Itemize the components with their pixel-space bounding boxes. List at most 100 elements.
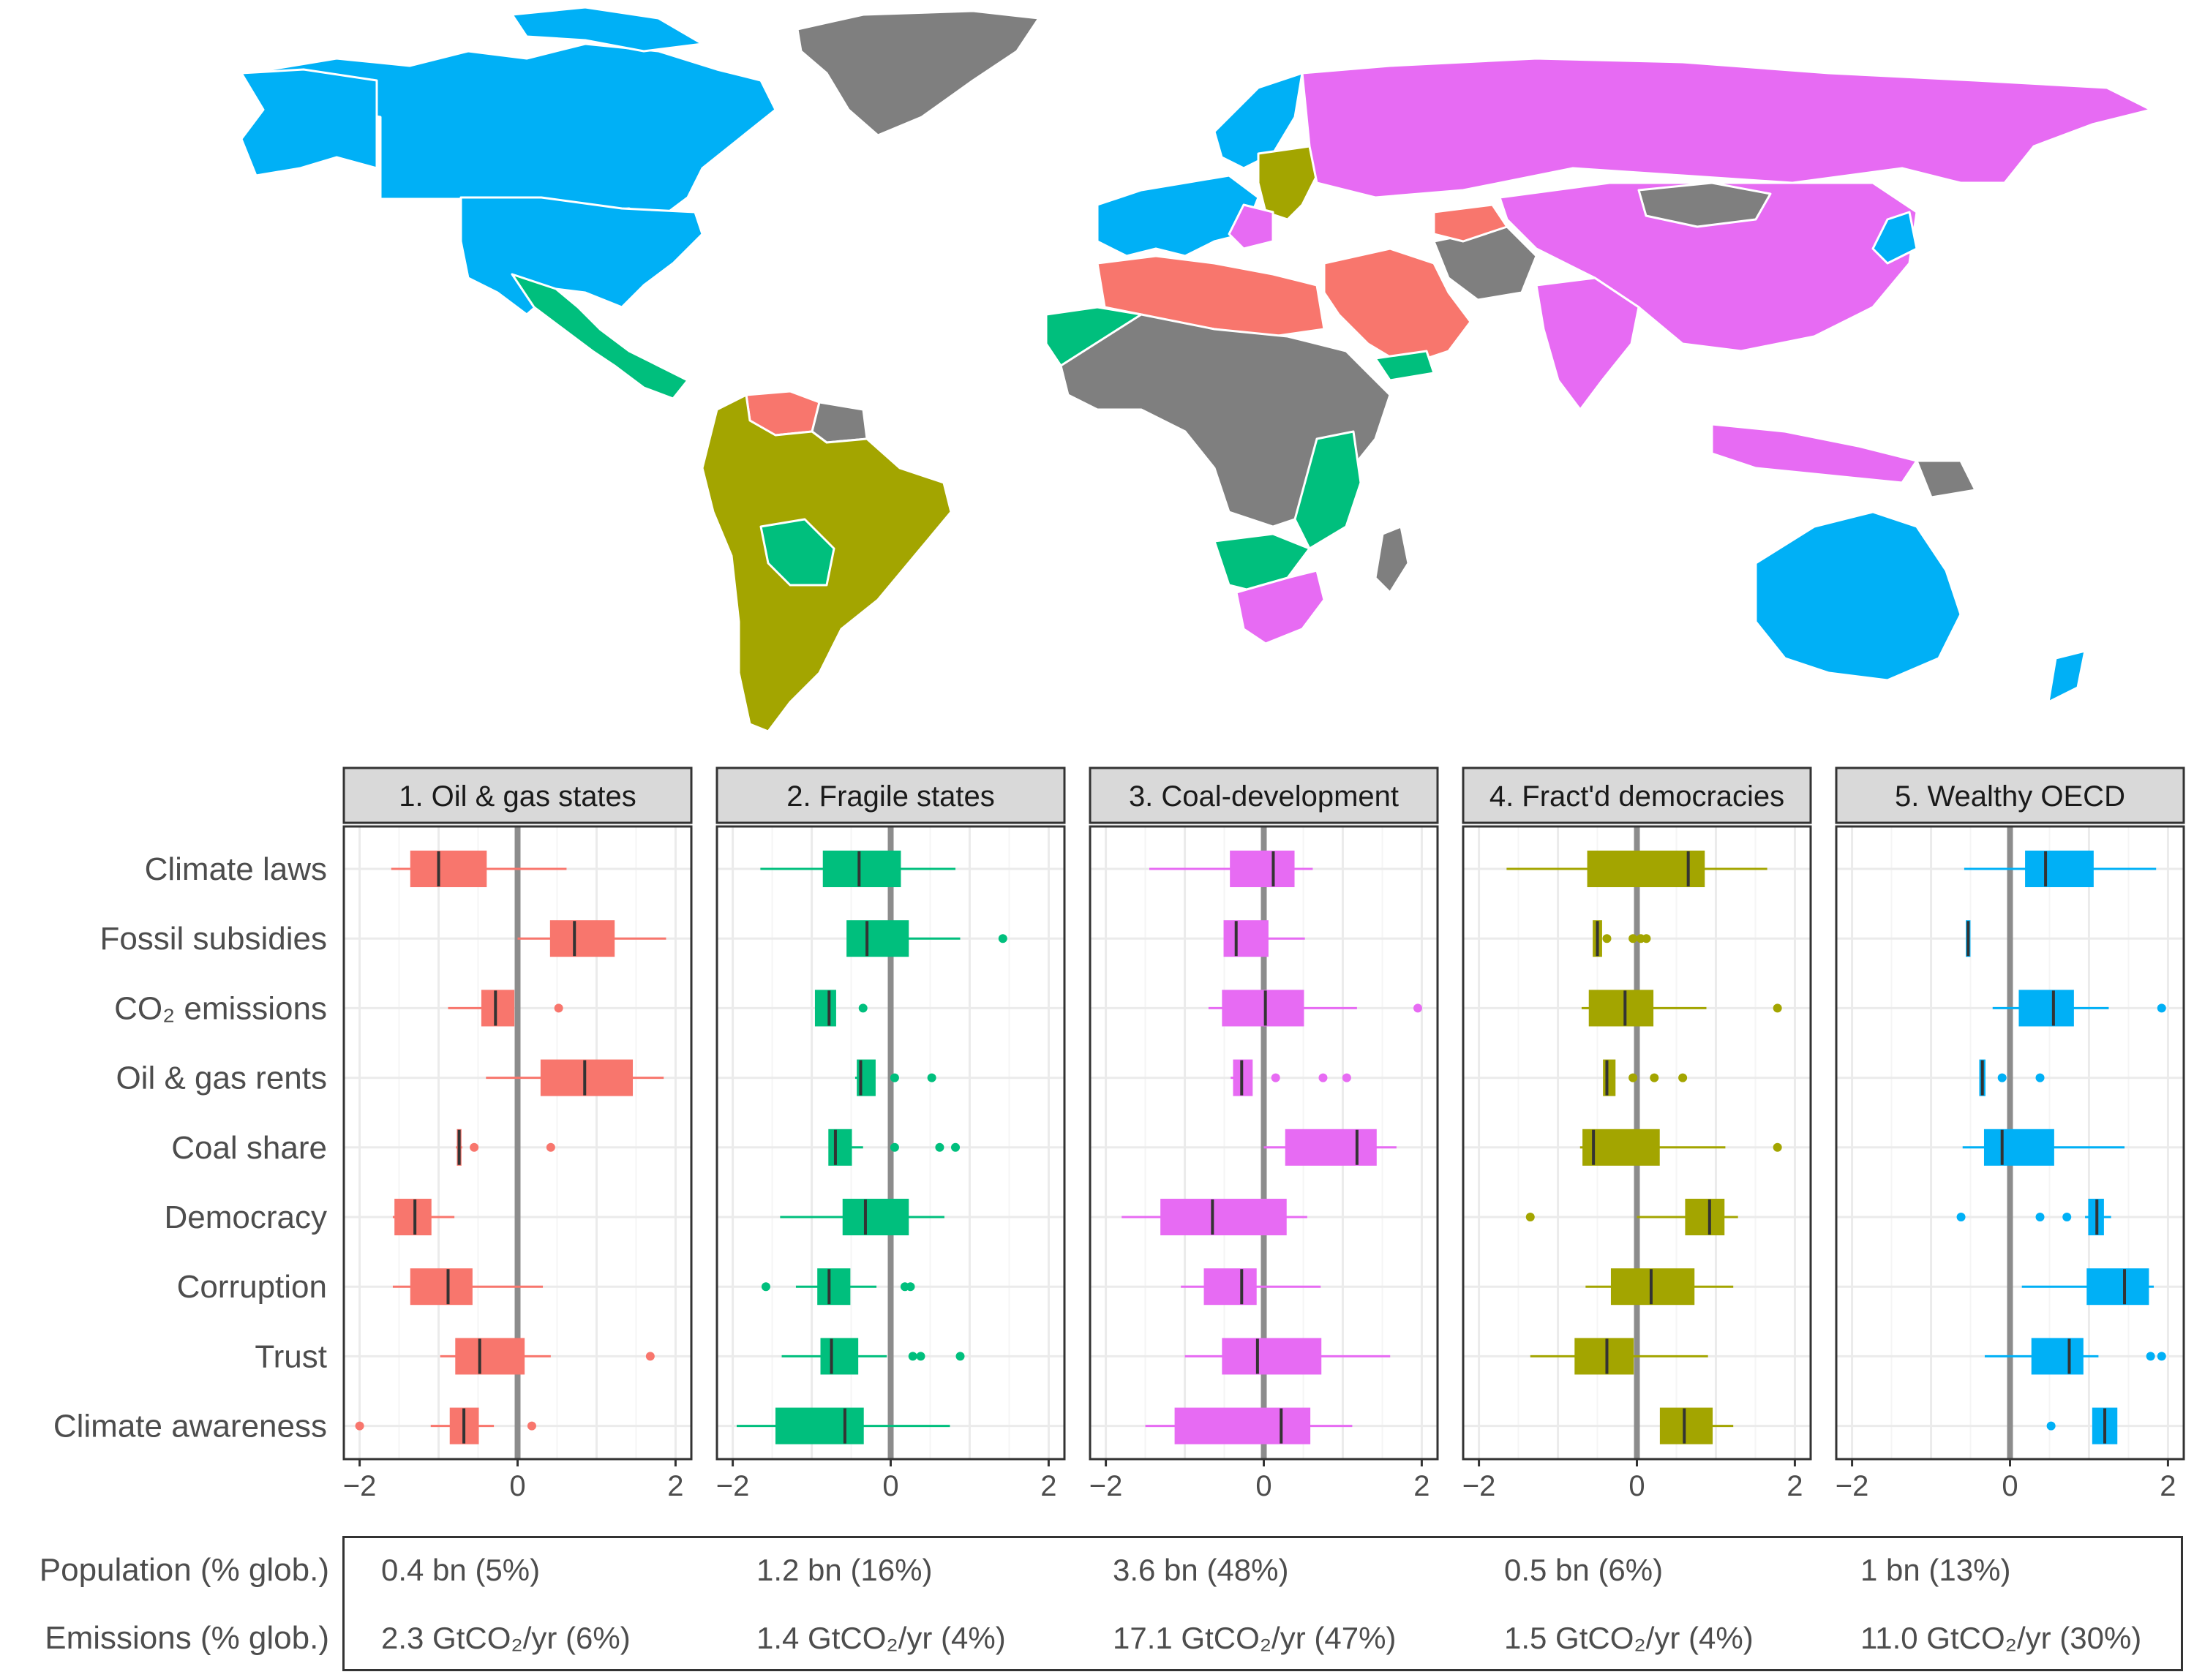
x-tick-label: 0 xyxy=(1255,1470,1271,1502)
region-south-africa xyxy=(1235,569,1326,645)
facet-title: 4. Fract'd democracies xyxy=(1489,780,1784,813)
box xyxy=(1659,1407,1713,1444)
outlier-point xyxy=(935,1142,944,1152)
x-tick-label: 2 xyxy=(2160,1470,2176,1502)
box xyxy=(549,920,615,957)
box xyxy=(1574,1338,1634,1375)
boxplot-mark xyxy=(1525,1199,1738,1235)
outlier-point xyxy=(761,1282,770,1292)
outlier-point xyxy=(908,1352,917,1361)
box xyxy=(846,920,909,957)
boxplot-mark xyxy=(1181,1268,1321,1306)
box xyxy=(540,1059,634,1096)
boxplot-mark xyxy=(2046,1407,2118,1444)
region-western-europe xyxy=(1096,174,1260,257)
box xyxy=(1587,851,1705,887)
boxplot-mark xyxy=(440,1338,655,1375)
outlier-point xyxy=(951,1142,961,1152)
outlier-point xyxy=(955,1352,965,1361)
boxplot-mark xyxy=(392,1199,455,1235)
box xyxy=(2025,851,2094,887)
boxplot-mark xyxy=(1208,990,1423,1027)
emissions-cell: 11.0 GtCO₂/yr (30%) xyxy=(1860,1621,2142,1655)
outlier-point xyxy=(1773,1142,1782,1152)
region-india xyxy=(1535,276,1640,411)
region-alaska xyxy=(240,68,378,177)
box xyxy=(481,990,515,1027)
emissions-cell: 1.4 GtCO₂/yr (4%) xyxy=(756,1621,1006,1655)
box xyxy=(394,1199,432,1235)
box xyxy=(817,1268,851,1306)
box xyxy=(842,1199,909,1235)
emissions-cell: 2.3 GtCO₂/yr (6%) xyxy=(381,1621,631,1655)
outlier-point xyxy=(1318,1073,1328,1082)
row-label: Democracy xyxy=(165,1199,328,1235)
x-tick-label: −2 xyxy=(1089,1470,1123,1502)
population-cell: 1 bn (13%) xyxy=(1860,1553,2011,1587)
outlier-point xyxy=(890,1073,899,1082)
x-tick-label: 2 xyxy=(1040,1470,1056,1502)
region-new-zealand xyxy=(2047,649,2086,704)
outlier-point xyxy=(927,1073,936,1082)
outlier-point xyxy=(1602,934,1612,943)
x-tick-label: 0 xyxy=(509,1470,525,1502)
outlier-point xyxy=(1628,1073,1638,1082)
boxplot-mark xyxy=(1964,851,2157,887)
boxplot-mark xyxy=(761,1268,915,1306)
facet-strip xyxy=(1835,766,2185,824)
boxplot-mark xyxy=(846,920,1007,957)
box xyxy=(2018,990,2074,1027)
outlier-point xyxy=(546,1142,555,1152)
region-caspian-states xyxy=(1432,203,1509,243)
boxplot-mark xyxy=(1593,920,1651,957)
facet-strip xyxy=(715,766,1066,824)
region-greenland xyxy=(796,10,1040,137)
row-label: Coal share xyxy=(171,1130,327,1166)
outlier-point xyxy=(2157,1003,2166,1013)
boxplot-mark xyxy=(1184,1338,1391,1375)
boxplot-chart: Climate laws Fossil subsidies CO₂ emission… xyxy=(53,766,2185,1502)
row-label: Corruption xyxy=(177,1269,327,1305)
region-mongolia xyxy=(1637,181,1772,228)
outlier-point xyxy=(916,1352,925,1361)
x-tick-label: −2 xyxy=(343,1470,377,1502)
boxplot-mark xyxy=(1506,851,1767,887)
boxplot-mark xyxy=(1992,990,2166,1027)
outlier-point xyxy=(1342,1073,1351,1082)
boxplot-mark xyxy=(1659,1407,1734,1444)
boxplot-mark xyxy=(1122,1199,1307,1235)
outlier-point xyxy=(1525,1213,1535,1221)
facet-title: 2. Fragile states xyxy=(786,780,995,813)
region-scandinavia xyxy=(1213,72,1304,170)
box xyxy=(1983,1129,2054,1166)
region-australia xyxy=(1754,511,1962,682)
boxplot-mark xyxy=(391,851,567,887)
emissions-cell: 1.5 GtCO₂/yr (4%) xyxy=(1504,1621,1754,1655)
boxplot-mark xyxy=(1962,1129,2125,1166)
outlier-point xyxy=(1650,1073,1659,1082)
row-label: Climate laws xyxy=(145,851,327,887)
box xyxy=(1203,1268,1257,1306)
outlier-point xyxy=(1678,1073,1688,1082)
boxplot-mark xyxy=(780,1199,944,1235)
outlier-point xyxy=(2062,1213,2072,1221)
x-tick-label: 0 xyxy=(882,1470,898,1502)
row-label: Fossil subsidies xyxy=(99,921,327,957)
emissions-row-label: Emissions (% glob.) xyxy=(45,1620,329,1656)
population-cell: 1.2 bn (16%) xyxy=(756,1553,933,1587)
outlier-point xyxy=(858,1003,868,1013)
x-tick-label: −2 xyxy=(1836,1470,1869,1502)
facet-panel: 4. Fract'd democracies −2 0 2 xyxy=(1462,766,1812,1502)
boxplot-mark xyxy=(392,1268,544,1306)
outlier-point xyxy=(2046,1421,2056,1431)
boxplot-mark xyxy=(1956,1199,2111,1235)
boxplot-mark xyxy=(1579,1129,1782,1166)
boxplot-mark xyxy=(1585,1268,1734,1306)
x-tick-label: 0 xyxy=(2002,1470,2018,1502)
outlier-point xyxy=(2157,1352,2166,1361)
outlier-point xyxy=(1271,1073,1280,1082)
boxplot-mark xyxy=(1223,920,1305,957)
box xyxy=(814,990,836,1027)
population-cell: 3.6 bn (48%) xyxy=(1113,1553,1289,1587)
facet-title: 5. Wealthy OECD xyxy=(1895,780,2125,813)
